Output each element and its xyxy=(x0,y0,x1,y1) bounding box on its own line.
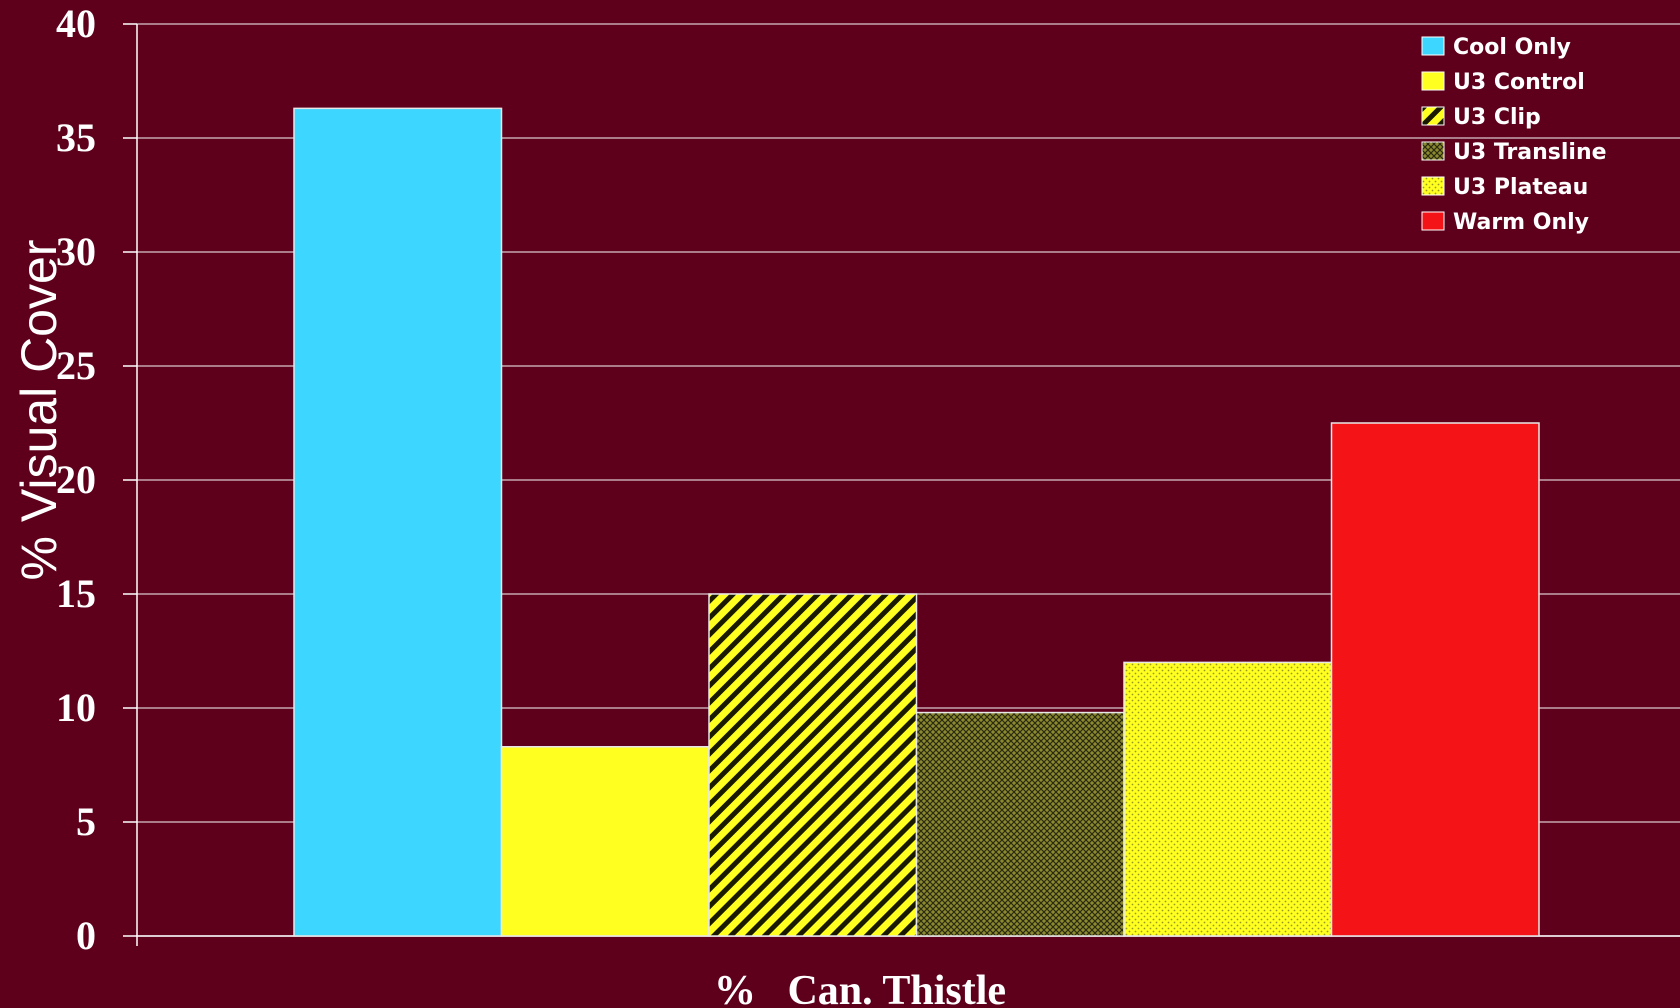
bar-u3-clip xyxy=(708,593,918,937)
bar-cool-only xyxy=(293,107,503,937)
y-tick-label: 40 xyxy=(56,1,96,46)
legend: Cool Only U3 Control U3 Clip U3 Transline U3… xyxy=(1421,35,1607,235)
y-tick-label: 0 xyxy=(76,913,96,958)
x-axis-label: % Can. Thistle xyxy=(714,968,1006,1008)
legend-label: Warm Only xyxy=(1453,210,1589,235)
bar-u3-plateau xyxy=(1123,661,1333,937)
legend-label: Cool Only xyxy=(1453,35,1571,60)
y-tick-label: 20 xyxy=(56,457,96,502)
legend-label: U3 Clip xyxy=(1453,105,1541,130)
y-tick-label: 10 xyxy=(56,685,96,730)
y-tick-label: 25 xyxy=(56,343,96,388)
y-tick-label: 5 xyxy=(76,799,96,844)
legend-swatch xyxy=(1421,211,1445,231)
legend-swatch xyxy=(1421,36,1445,56)
y-tick-label: 35 xyxy=(56,115,96,160)
legend-swatch xyxy=(1421,71,1445,91)
y-tick-label: 30 xyxy=(56,229,96,274)
bars xyxy=(293,107,1540,937)
legend-swatch xyxy=(1421,176,1445,196)
y-tick-label: 15 xyxy=(56,571,96,616)
legend-label: U3 Control xyxy=(1453,70,1585,95)
bar-u3-transline xyxy=(915,711,1125,937)
legend-label: U3 Transline xyxy=(1453,140,1607,165)
y-axis-ticks: 0 5 10 15 20 25 30 35 40 xyxy=(56,1,137,958)
legend-swatch xyxy=(1421,106,1445,126)
legend-swatch xyxy=(1421,141,1445,161)
legend-label: U3 Plateau xyxy=(1453,175,1588,200)
bar-warm-only xyxy=(1330,422,1540,937)
y-axis-label: % Visual Cover xyxy=(11,240,67,581)
bar-u3-control xyxy=(500,746,710,937)
